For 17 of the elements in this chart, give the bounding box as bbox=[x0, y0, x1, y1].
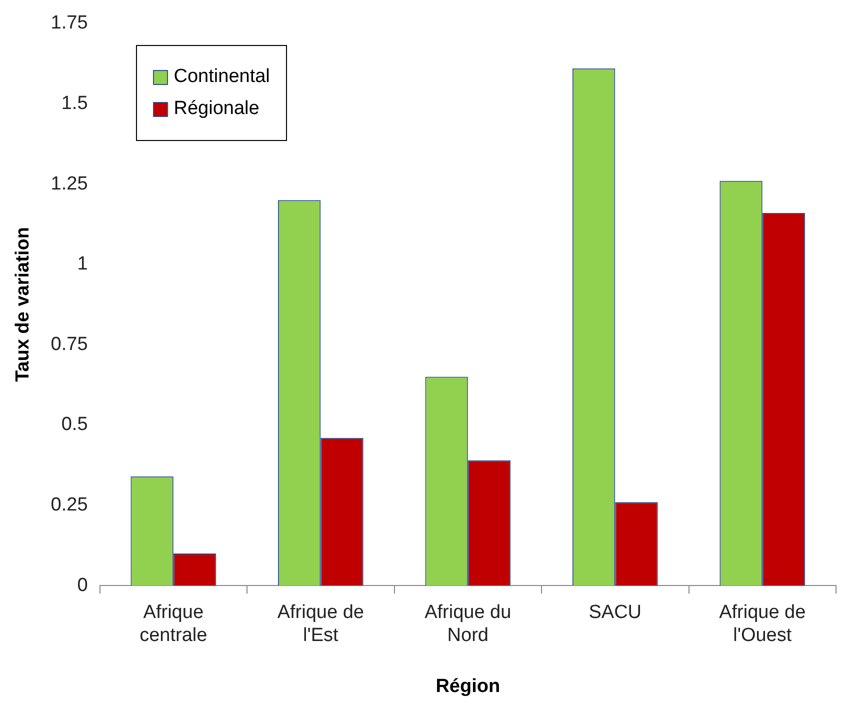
y-axis-title: Taux de variation bbox=[12, 227, 34, 382]
x-tick-label: Afrique du Nord bbox=[424, 602, 512, 646]
legend-label: Régionale bbox=[174, 98, 260, 120]
y-tick-label: 0 bbox=[77, 574, 88, 596]
y-tick-label: 0.25 bbox=[50, 494, 88, 516]
x-tick-label: Afrique de l'Ouest bbox=[719, 602, 806, 646]
y-tick-label: 1.5 bbox=[61, 92, 88, 114]
y-tick-label: 0.75 bbox=[50, 334, 88, 355]
y-tick-label: 1.75 bbox=[50, 12, 88, 34]
x-axis-title: Région bbox=[436, 676, 500, 697]
legend-label: Continental bbox=[174, 66, 270, 88]
x-tick-label: Afrique centrale bbox=[140, 602, 208, 646]
x-tick-label: Afrique de l'Est bbox=[277, 602, 364, 646]
y-tick-label: 0.5 bbox=[61, 414, 88, 436]
x-tick-label: SACU bbox=[588, 602, 642, 624]
y-tick-label: 1.25 bbox=[50, 173, 88, 194]
y-tick-label: 1 bbox=[77, 254, 88, 275]
